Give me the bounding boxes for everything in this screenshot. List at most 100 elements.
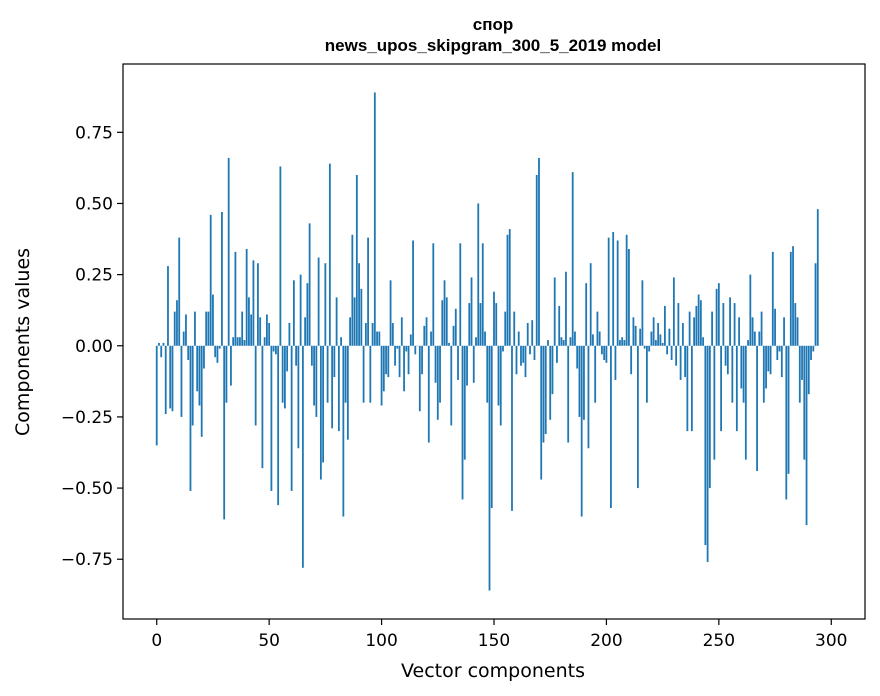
x-tick-label: 200 [590, 631, 622, 651]
bar [407, 345, 410, 375]
bar [241, 311, 244, 346]
bar [396, 345, 399, 349]
bar [290, 345, 293, 491]
bar [794, 303, 797, 346]
bar [364, 323, 367, 346]
bar [331, 345, 334, 429]
bar [560, 337, 563, 346]
bar [196, 345, 199, 392]
bar [569, 337, 572, 346]
plot-frame [122, 63, 866, 620]
bar [266, 314, 268, 346]
bar [191, 345, 194, 426]
bar [583, 345, 585, 420]
bar [619, 340, 621, 346]
bar [160, 345, 163, 358]
bar [738, 317, 740, 346]
bar [801, 345, 803, 380]
bar [250, 314, 253, 346]
bar [760, 311, 763, 346]
bar [522, 345, 525, 363]
bar [351, 234, 354, 346]
bar [333, 345, 336, 378]
bar [281, 345, 284, 403]
bar [360, 288, 363, 346]
x-axis-label: Vector components [401, 660, 585, 682]
bar [585, 283, 588, 346]
bar [684, 345, 687, 378]
bar [567, 345, 570, 443]
bar [623, 340, 626, 346]
bar [565, 271, 567, 346]
bar [771, 251, 774, 346]
bar [630, 345, 633, 375]
bar [466, 345, 468, 386]
bar [789, 251, 792, 346]
bar [439, 345, 441, 403]
bar [432, 243, 435, 346]
bar [230, 345, 232, 386]
bar [279, 166, 282, 346]
bar [726, 345, 729, 375]
bar [517, 331, 520, 346]
bars-group [155, 92, 819, 591]
bar [457, 345, 459, 380]
bar [418, 345, 421, 412]
bar [326, 345, 329, 403]
bar [481, 243, 484, 346]
bar [463, 345, 466, 460]
bar [173, 311, 176, 346]
bar [221, 212, 223, 346]
bar [740, 345, 743, 389]
bar [621, 337, 624, 346]
bar [315, 345, 318, 417]
bar [646, 345, 648, 403]
bar [169, 345, 172, 409]
bar [729, 297, 731, 346]
bar [459, 243, 462, 346]
bar [526, 323, 529, 346]
bar [194, 311, 196, 346]
bar [283, 345, 286, 409]
bar [493, 291, 495, 346]
bar [702, 337, 705, 346]
bar [670, 345, 673, 360]
bar [780, 345, 783, 378]
bar [167, 266, 169, 346]
bar [812, 345, 815, 352]
x-tick-label: 250 [703, 631, 735, 651]
bar [805, 345, 808, 526]
bar [632, 317, 635, 346]
bar [776, 345, 779, 360]
bar [612, 231, 615, 346]
bar [162, 342, 165, 346]
bar [268, 323, 271, 346]
bar [369, 345, 372, 403]
bar [286, 345, 289, 372]
bar [605, 345, 608, 363]
bar [412, 240, 414, 346]
bar [677, 303, 680, 346]
bar [257, 263, 259, 346]
bar [304, 317, 307, 346]
bar [544, 345, 547, 434]
bar [499, 345, 502, 426]
bar [225, 345, 228, 403]
bar [308, 223, 311, 346]
bar [223, 345, 226, 520]
bar [558, 305, 561, 346]
bar [387, 345, 390, 378]
bar [502, 345, 504, 352]
bar [783, 317, 785, 346]
bar [535, 175, 538, 346]
bar [643, 345, 646, 349]
bar [641, 280, 644, 346]
bar [234, 251, 237, 346]
bar [355, 175, 358, 346]
bar [610, 345, 612, 508]
bar [596, 311, 599, 346]
bar [598, 331, 601, 346]
bar [751, 317, 754, 346]
bar [180, 345, 183, 417]
bar [650, 331, 653, 346]
